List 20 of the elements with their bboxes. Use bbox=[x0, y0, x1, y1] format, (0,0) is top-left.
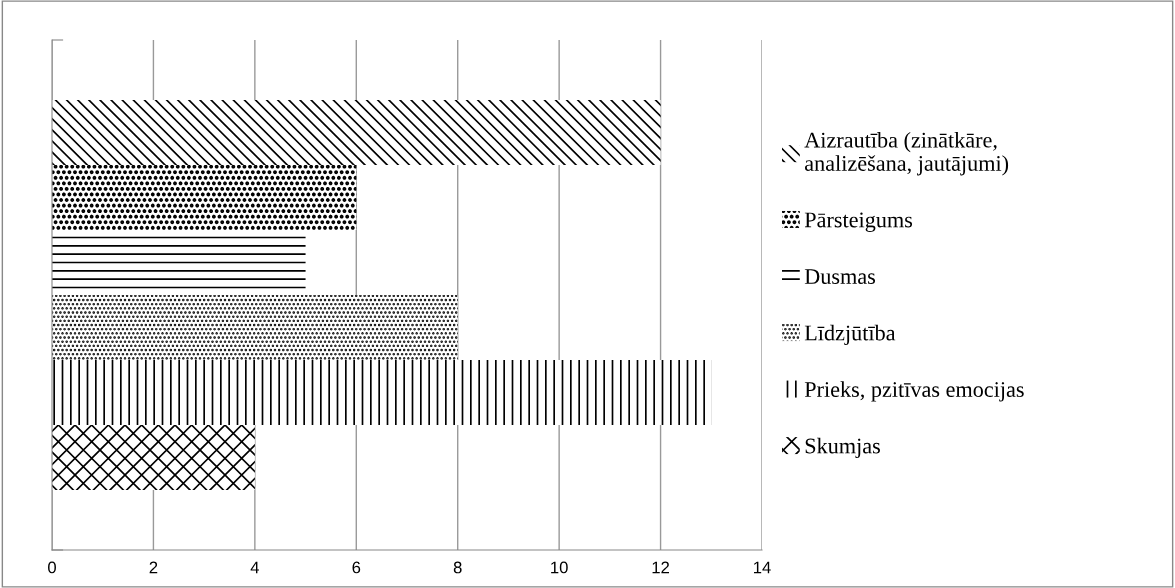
x-tick-label: 2 bbox=[149, 561, 158, 574]
x-tick-label: 10 bbox=[551, 561, 568, 574]
bar bbox=[52, 99, 661, 165]
x-tick-label: 14 bbox=[754, 561, 771, 574]
bar bbox=[52, 164, 357, 230]
legend-label: Pārsteigums bbox=[804, 212, 913, 232]
bar bbox=[52, 425, 255, 491]
bar bbox=[52, 229, 306, 295]
bar bbox=[52, 295, 458, 361]
bar bbox=[52, 360, 712, 426]
x-tick-label: 6 bbox=[352, 561, 361, 574]
x-tick-label: 12 bbox=[652, 561, 669, 574]
legend-label: Skumjas bbox=[805, 437, 880, 459]
x-tick-label: 8 bbox=[453, 561, 462, 574]
x-tick-label: 4 bbox=[250, 561, 259, 574]
legend-label: Līdzjūtība bbox=[804, 324, 896, 346]
legend-label: Dusmas bbox=[804, 269, 876, 284]
x-tick-label: 0 bbox=[48, 561, 56, 574]
legend-label: Aizrautība (zinātkāre, analizēšana, jautājumi) bbox=[804, 131, 1009, 176]
legend-label: Prieks, pzitīvas emocijas bbox=[804, 381, 1024, 402]
